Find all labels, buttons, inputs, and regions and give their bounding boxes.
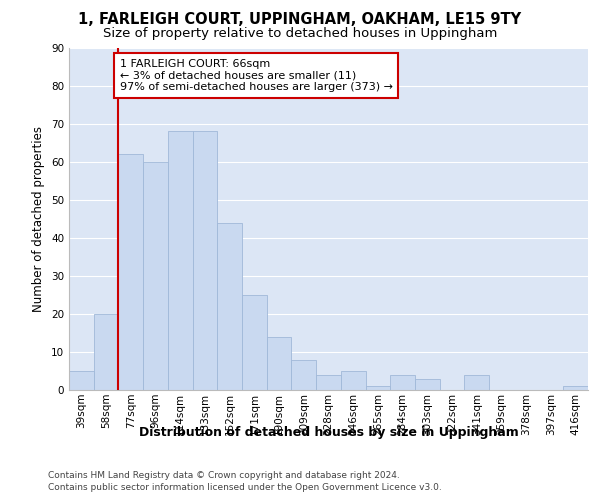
Bar	[94, 314, 118, 390]
Bar	[365, 386, 390, 390]
Text: Contains public sector information licensed under the Open Government Licence v3: Contains public sector information licen…	[48, 482, 442, 492]
Bar	[415, 378, 440, 390]
Bar	[390, 375, 415, 390]
Y-axis label: Number of detached properties: Number of detached properties	[32, 126, 46, 312]
Bar	[69, 371, 94, 390]
Bar	[242, 295, 267, 390]
Bar	[118, 154, 143, 390]
Text: Contains HM Land Registry data © Crown copyright and database right 2024.: Contains HM Land Registry data © Crown c…	[48, 472, 400, 480]
Bar	[316, 375, 341, 390]
Bar	[168, 131, 193, 390]
Text: Size of property relative to detached houses in Uppingham: Size of property relative to detached ho…	[103, 28, 497, 40]
Bar	[464, 375, 489, 390]
Bar	[143, 162, 168, 390]
Bar	[292, 360, 316, 390]
Bar	[193, 131, 217, 390]
Bar	[563, 386, 588, 390]
Bar	[267, 336, 292, 390]
Bar	[341, 371, 365, 390]
Bar	[217, 222, 242, 390]
Text: 1, FARLEIGH COURT, UPPINGHAM, OAKHAM, LE15 9TY: 1, FARLEIGH COURT, UPPINGHAM, OAKHAM, LE…	[79, 12, 521, 28]
Text: Distribution of detached houses by size in Uppingham: Distribution of detached houses by size …	[139, 426, 518, 439]
Text: 1 FARLEIGH COURT: 66sqm
← 3% of detached houses are smaller (11)
97% of semi-det: 1 FARLEIGH COURT: 66sqm ← 3% of detached…	[119, 59, 392, 92]
